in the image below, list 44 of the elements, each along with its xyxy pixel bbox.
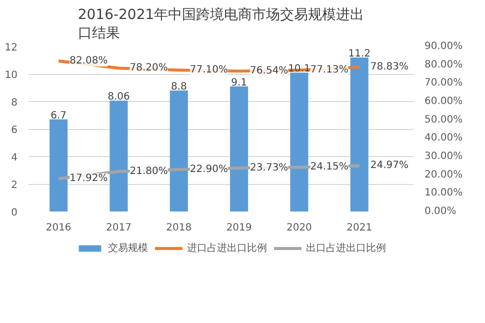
x-tick-label: 2020 bbox=[286, 222, 312, 234]
y2-tick-label: 70.00% bbox=[424, 78, 463, 89]
y2-tick-label: 0.00% bbox=[424, 206, 456, 217]
y-tick-label: 12 bbox=[4, 42, 18, 54]
data-label: 24.15% bbox=[310, 162, 348, 173]
data-label: 22.90% bbox=[190, 164, 228, 176]
y-tick-label: 6 bbox=[11, 125, 18, 136]
x-tick-label: 2017 bbox=[106, 222, 132, 234]
x-tick-label: 2019 bbox=[226, 222, 252, 234]
data-label: 78.83% bbox=[370, 61, 408, 72]
data-label: 77.13% bbox=[310, 64, 348, 76]
x-tick-label: 2016 bbox=[46, 222, 72, 234]
data-label: 8.8 bbox=[170, 82, 187, 92]
data-label: 21.80% bbox=[130, 166, 168, 178]
y2-tick-label: 30.00% bbox=[424, 151, 463, 162]
y-tick-label: 0 bbox=[11, 208, 18, 218]
data-label: 8.06 bbox=[108, 92, 130, 103]
data-label: 82.08% bbox=[70, 56, 108, 67]
y-tick-label: 10 bbox=[4, 70, 18, 81]
x-tick-label: 2018 bbox=[166, 222, 192, 234]
chart-title: 2016-2021年中国跨境电商市场交易规模进出口结果 bbox=[78, 7, 364, 42]
legend-label: 交易规模 bbox=[108, 242, 148, 255]
y2-tick-label: 90.00% bbox=[424, 41, 463, 52]
y-tick-label: 8 bbox=[11, 98, 18, 108]
y2-tick-label: 60.00% bbox=[424, 96, 463, 107]
y2-tick-label: 50.00% bbox=[424, 114, 463, 126]
data-label: 77.10% bbox=[190, 64, 228, 76]
y2-tick-label: 80.00% bbox=[424, 59, 463, 70]
y2-tick-label: 20.00% bbox=[424, 169, 463, 180]
data-label: 76.54% bbox=[250, 66, 288, 77]
y2-tick-label: 40.00% bbox=[424, 132, 463, 144]
data-label: 6.7 bbox=[50, 110, 67, 122]
data-label: 17.92% bbox=[70, 173, 108, 184]
data-label: 11.2 bbox=[348, 48, 370, 60]
x-tick-label: 2021 bbox=[346, 222, 372, 234]
legend-label: 进口占进出口比例 bbox=[187, 242, 267, 255]
y-tick-label: 4 bbox=[11, 152, 18, 164]
y2-tick-label: 10.00% bbox=[424, 188, 463, 199]
legend-label: 出口占进出口比例 bbox=[306, 242, 386, 255]
data-label: 78.20% bbox=[130, 62, 168, 74]
data-label: 24.97% bbox=[370, 160, 408, 172]
data-label: 23.73% bbox=[250, 162, 288, 174]
y-tick-label: 2 bbox=[11, 180, 18, 191]
data-label: 9.1 bbox=[231, 77, 247, 88]
